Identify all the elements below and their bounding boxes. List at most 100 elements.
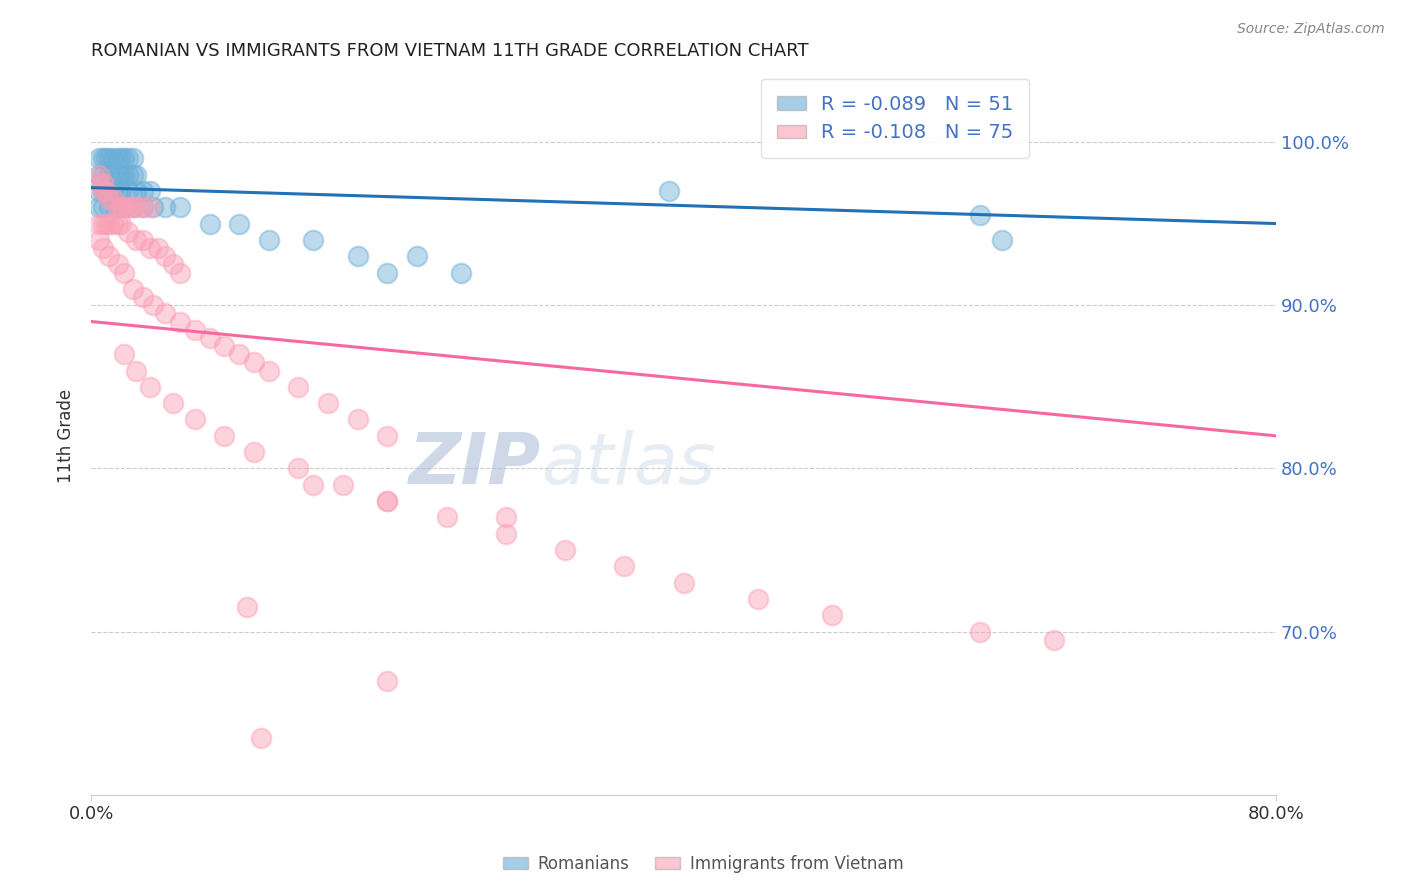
Point <box>94 184 117 198</box>
Point <box>87 168 110 182</box>
Point <box>124 363 146 377</box>
Point <box>377 429 399 443</box>
Point <box>162 396 184 410</box>
Point <box>969 208 991 222</box>
Point <box>110 168 132 182</box>
Point <box>747 592 769 607</box>
Point <box>103 192 125 206</box>
Point <box>346 412 368 426</box>
Point <box>97 249 120 263</box>
Legend: R = -0.089   N = 51, R = -0.108   N = 75: R = -0.089 N = 51, R = -0.108 N = 75 <box>761 79 1029 158</box>
Point <box>169 266 191 280</box>
Point <box>287 380 309 394</box>
Point <box>124 233 146 247</box>
Point <box>214 339 236 353</box>
Point <box>91 241 114 255</box>
Point <box>103 184 125 198</box>
Point <box>132 200 155 214</box>
Point <box>112 168 135 182</box>
Point <box>316 396 339 410</box>
Point <box>214 429 236 443</box>
Point <box>110 217 132 231</box>
Text: ZIP: ZIP <box>409 430 541 499</box>
Point <box>332 478 354 492</box>
Point <box>97 168 120 182</box>
Point <box>198 217 221 231</box>
Point <box>97 192 120 206</box>
Point <box>124 200 146 214</box>
Point <box>377 266 399 280</box>
Point <box>91 176 114 190</box>
Point <box>346 249 368 263</box>
Point <box>94 151 117 165</box>
Point <box>91 184 114 198</box>
Point <box>142 200 165 214</box>
Point <box>257 233 280 247</box>
Point <box>495 510 517 524</box>
Point <box>169 314 191 328</box>
Point <box>87 200 110 214</box>
Point <box>121 200 143 214</box>
Text: atlas: atlas <box>541 430 716 499</box>
Point <box>184 412 207 426</box>
Point <box>112 200 135 214</box>
Point <box>87 233 110 247</box>
Point <box>117 151 139 165</box>
Point <box>110 200 132 214</box>
Point <box>121 200 143 214</box>
Point <box>162 257 184 271</box>
Point <box>132 290 155 304</box>
Point <box>107 217 129 231</box>
Point <box>87 151 110 165</box>
Point <box>103 168 125 182</box>
Point <box>112 151 135 165</box>
Point <box>169 200 191 214</box>
Point <box>91 217 114 231</box>
Point <box>87 184 110 198</box>
Point <box>91 184 114 198</box>
Point <box>658 184 681 198</box>
Point <box>97 151 120 165</box>
Point <box>91 151 114 165</box>
Point <box>91 168 114 182</box>
Point <box>121 168 143 182</box>
Text: Source: ZipAtlas.com: Source: ZipAtlas.com <box>1237 22 1385 37</box>
Point <box>1043 632 1066 647</box>
Point <box>184 323 207 337</box>
Point <box>991 233 1014 247</box>
Point <box>117 184 139 198</box>
Point <box>107 200 129 214</box>
Point <box>124 184 146 198</box>
Point <box>110 184 132 198</box>
Point <box>287 461 309 475</box>
Point <box>377 494 399 508</box>
Point <box>139 184 162 198</box>
Point <box>153 249 176 263</box>
Point <box>436 510 458 524</box>
Point <box>613 559 636 574</box>
Legend: Romanians, Immigrants from Vietnam: Romanians, Immigrants from Vietnam <box>496 848 910 880</box>
Point <box>554 543 576 558</box>
Point <box>107 184 129 198</box>
Point <box>153 200 176 214</box>
Point <box>969 624 991 639</box>
Point <box>406 249 429 263</box>
Point <box>103 151 125 165</box>
Point <box>103 217 125 231</box>
Point <box>112 200 135 214</box>
Y-axis label: 11th Grade: 11th Grade <box>58 389 75 483</box>
Point <box>377 673 399 688</box>
Point <box>107 151 129 165</box>
Point <box>132 200 155 214</box>
Point <box>94 184 117 198</box>
Point <box>142 298 165 312</box>
Point <box>243 445 266 459</box>
Point <box>87 217 110 231</box>
Point <box>110 151 132 165</box>
Point <box>139 380 162 394</box>
Point <box>112 266 135 280</box>
Point <box>139 200 162 214</box>
Point <box>107 200 129 214</box>
Point <box>132 184 155 198</box>
Point <box>94 217 117 231</box>
